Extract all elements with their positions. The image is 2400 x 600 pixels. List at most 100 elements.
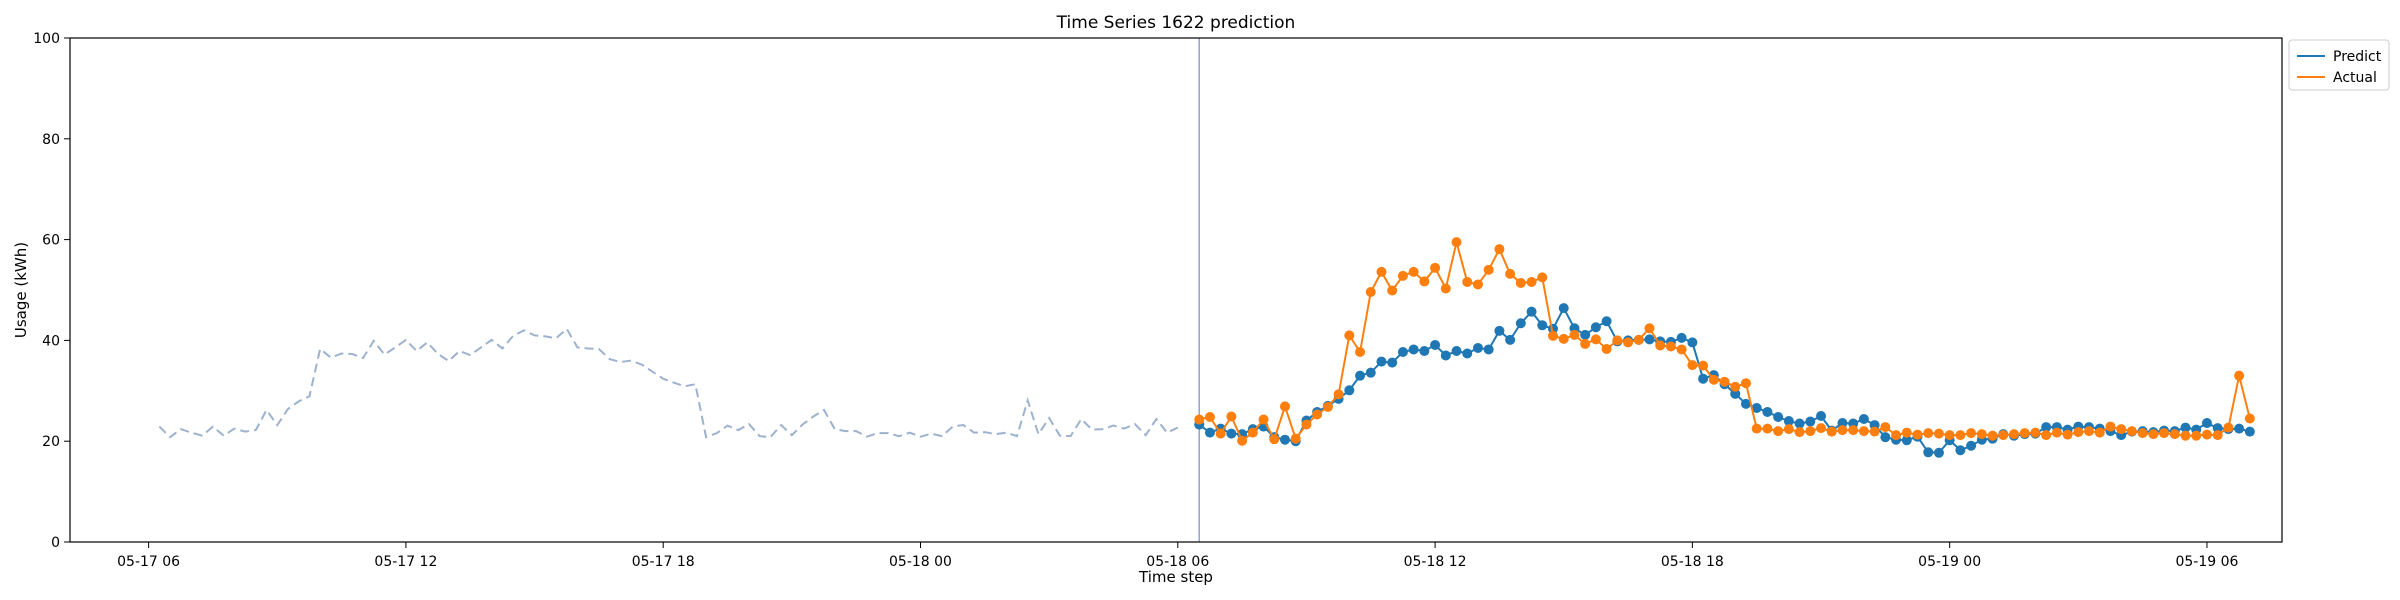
predict-point [2180, 422, 2191, 433]
predict-point [1537, 320, 1548, 331]
predict-point [1698, 373, 1709, 384]
actual-point [1333, 389, 1344, 400]
actual-point [1397, 270, 1408, 281]
predict-point [1526, 306, 1537, 317]
actual-point [1247, 427, 1258, 438]
actual-point [2030, 427, 2041, 438]
actual-point [2148, 429, 2159, 440]
predict-point [1279, 434, 1290, 445]
predict-point [1580, 329, 1591, 340]
actual-series [1194, 237, 2255, 446]
x-tick-label: 05-18 18 [1661, 554, 1724, 570]
actual-point [1258, 414, 1269, 425]
actual-point [2062, 429, 2073, 440]
actual-point [2201, 429, 2212, 440]
actual-point [1880, 422, 1891, 433]
y-tick-label: 20 [42, 434, 60, 450]
actual-point [1698, 360, 1709, 371]
actual-point [1665, 341, 1676, 352]
actual-point [1194, 414, 1205, 425]
predict-point [1558, 303, 1569, 314]
actual-point [1891, 430, 1902, 441]
predict-point [2244, 426, 2255, 437]
predict-point [1472, 342, 1483, 353]
predict-point [1483, 344, 1494, 355]
actual-point [1419, 276, 1430, 287]
predict-point [1226, 428, 1237, 439]
actual-point [1515, 277, 1526, 288]
predict-point [1762, 406, 1773, 417]
actual-point [1955, 430, 1966, 441]
actual-point [1312, 409, 1323, 420]
actual-point [1558, 333, 1569, 344]
actual-point [2008, 429, 2019, 440]
x-tick-label: 05-19 00 [1918, 554, 1981, 570]
actual-point [2223, 422, 2234, 433]
y-tick-label: 40 [42, 333, 60, 349]
actual-point [1762, 423, 1773, 434]
predict-point [1955, 445, 1966, 456]
predict-point [1740, 398, 1751, 409]
y-axis-title: Usage (kWh) [12, 242, 30, 338]
predict-point [1462, 348, 1473, 359]
predict-point [1923, 447, 1934, 458]
y-tick-label: 0 [51, 535, 60, 551]
actual-point [1365, 287, 1376, 298]
actual-point [1408, 266, 1419, 277]
actual-point [1901, 427, 1912, 438]
y-tick-label: 100 [33, 31, 60, 47]
actual-point [1601, 343, 1612, 354]
actual-point [2180, 430, 2191, 441]
actual-point [2169, 429, 2180, 440]
predict-point [1676, 332, 1687, 343]
actual-line [1199, 241, 2251, 443]
legend-entry: Actual [2333, 70, 2377, 86]
predict-point [1494, 325, 1505, 336]
actual-point [1816, 423, 1827, 434]
chart-title: Time Series 1622 prediction [1056, 13, 1296, 33]
actual-point [1944, 430, 1955, 441]
actual-point [1344, 330, 1355, 341]
predict-point [1419, 345, 1430, 356]
predict-point [1933, 447, 1944, 458]
actual-point [1923, 428, 1934, 439]
actual-point [1590, 334, 1601, 345]
y-tick-label: 60 [42, 233, 60, 249]
x-tick-label: 05-17 18 [632, 554, 695, 570]
actual-point [1226, 411, 1237, 422]
actual-point [1451, 237, 1462, 248]
actual-point [2159, 428, 2170, 439]
predict-point [1204, 427, 1215, 438]
predict-point [1505, 334, 1516, 345]
actual-point [1612, 335, 1623, 346]
actual-point [1623, 337, 1634, 348]
history-line [158, 327, 1179, 439]
predict-point [1773, 412, 1784, 423]
plot-area [158, 38, 2255, 542]
predict-point [2041, 422, 2052, 433]
x-tick-label: 05-17 12 [374, 554, 437, 570]
actual-point [1548, 330, 1558, 341]
actual-point [1322, 401, 1333, 412]
actual-point [1301, 419, 1312, 430]
actual-point [1708, 374, 1719, 385]
actual-point [2244, 413, 2255, 424]
predict-point [1601, 316, 1612, 327]
actual-point [1773, 426, 1784, 437]
actual-point [2105, 421, 2116, 432]
x-tick-label: 05-18 06 [1146, 554, 1209, 570]
actual-point [1751, 423, 1762, 434]
actual-point [1987, 430, 1998, 441]
predict-point [1794, 418, 1805, 429]
plot-frame [69, 37, 2283, 543]
actual-point [1526, 276, 1537, 287]
actual-point [1537, 272, 1548, 283]
predict-point [1365, 367, 1376, 378]
predict-point [1687, 337, 1698, 348]
actual-point [1912, 429, 1923, 440]
predict-point [1751, 402, 1762, 413]
actual-point [2073, 427, 2084, 438]
actual-point [2094, 427, 2105, 438]
